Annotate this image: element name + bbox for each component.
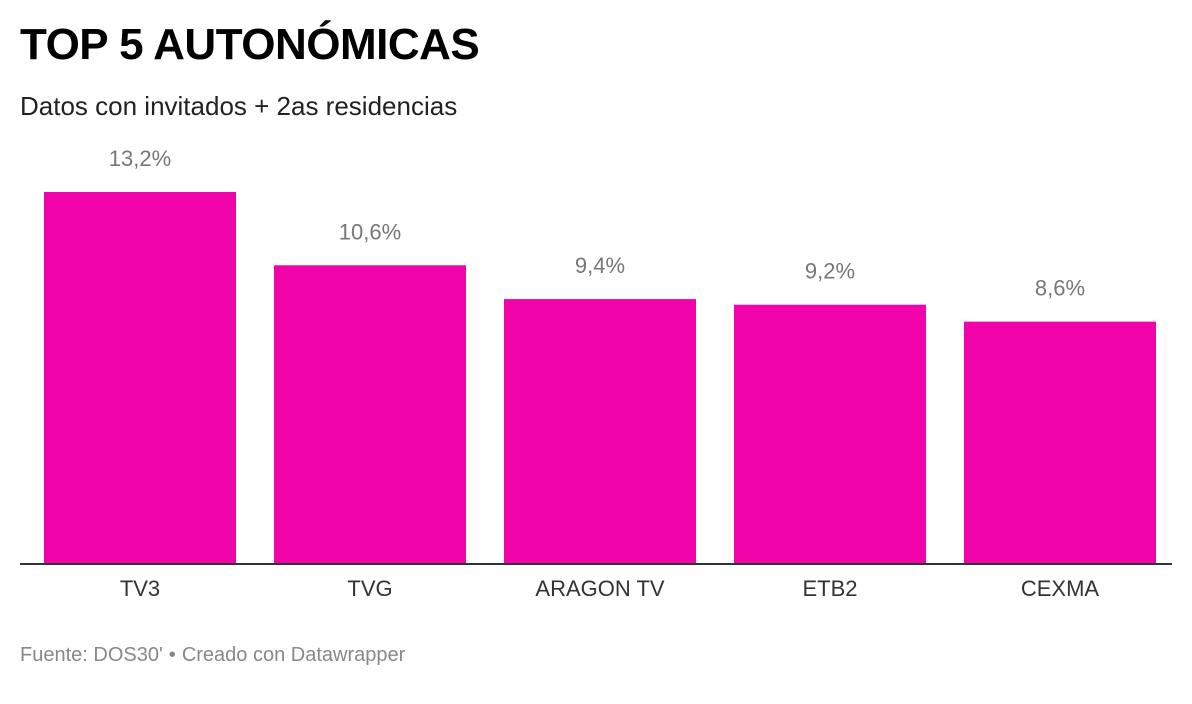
bar-etb2: [734, 304, 926, 564]
bar-cexma: [964, 321, 1156, 564]
bar-tvg: [274, 265, 466, 564]
credit-link[interactable]: Creado con Datawrapper: [181, 644, 406, 666]
category-label: TVG: [347, 576, 392, 601]
bar-tv3: [44, 192, 236, 564]
category-label: ARAGON TV: [535, 576, 665, 601]
footer-separator: •: [168, 644, 176, 666]
bar-aragon-tv: [504, 299, 696, 564]
chart-footer: Fuente: DOS30' • Creado con Datawrapper: [20, 642, 405, 668]
value-label: 9,2%: [805, 259, 855, 284]
category-label: ETB2: [802, 576, 857, 601]
value-label: 9,4%: [575, 253, 625, 278]
category-label: TV3: [120, 576, 160, 601]
chart-title: TOP 5 AUTONÓMICAS: [20, 20, 480, 69]
category-label: CEXMA: [1021, 576, 1100, 601]
source-note: Fuente: DOS30': [20, 644, 163, 666]
chart-subtitle: Datos con invitados + 2as residencias: [20, 91, 458, 121]
value-label: 13,2%: [109, 146, 171, 171]
value-label: 8,6%: [1035, 276, 1085, 301]
bar-chart: 13,2% TV3 10,6% TVG 9,4% ARAGON TV 9,2% ETB2 8,6…: [20, 146, 1172, 601]
value-label: 10,6%: [339, 219, 401, 244]
